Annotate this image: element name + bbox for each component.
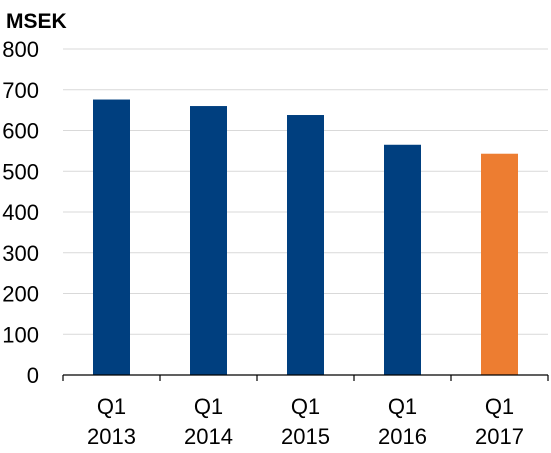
y-tick-label: 700 (2, 78, 39, 103)
x-tick-label-year: 2016 (378, 424, 427, 449)
x-tick-label-quarter: Q1 (388, 394, 417, 419)
bar (190, 106, 227, 376)
x-tick-label-year: 2015 (281, 424, 330, 449)
x-tick-label-year: 2013 (87, 424, 136, 449)
bars (93, 99, 518, 376)
y-tick-label: 300 (2, 241, 39, 266)
x-tick-label-year: 2017 (475, 424, 524, 449)
bar (93, 99, 130, 375)
x-tick-label-quarter: Q1 (194, 394, 223, 419)
x-axis-labels: Q1 2013 Q1 2014 Q1 2015 Q1 2016 Q1 2017 (87, 394, 524, 449)
y-tick-label: 600 (2, 119, 39, 144)
y-axis-ticks: 0 100 200 300 400 500 600 700 800 (2, 37, 39, 388)
y-tick-label: 0 (27, 363, 39, 388)
x-tick-label-quarter: Q1 (97, 394, 126, 419)
y-tick-label: 200 (2, 282, 39, 307)
x-tick-label-quarter: Q1 (485, 394, 514, 419)
y-tick-label: 800 (2, 37, 39, 62)
x-tick-label-year: 2014 (184, 424, 233, 449)
bar (481, 153, 518, 375)
bar (287, 115, 324, 375)
x-axis (62, 374, 549, 381)
bar (384, 144, 421, 375)
unit-label: MSEK (6, 10, 67, 33)
y-tick-label: 500 (2, 159, 39, 184)
y-tick-label: 100 (2, 322, 39, 347)
x-tick-label-quarter: Q1 (291, 394, 320, 419)
y-tick-label: 400 (2, 200, 39, 225)
